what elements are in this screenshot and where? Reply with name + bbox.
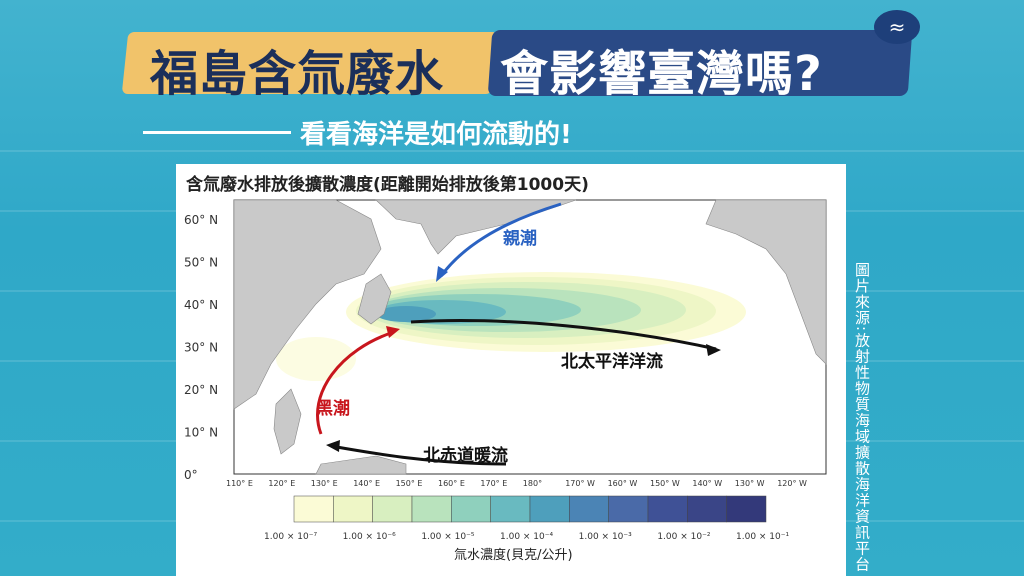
chart-title: 含氚廢水排放後擴散濃度(距離開始排放後第1000天) (186, 175, 589, 195)
colorbar-segment (451, 495, 491, 523)
lat-tick-label: 0° (184, 468, 198, 482)
arrow-heads (326, 266, 721, 452)
colorbar-segment (608, 495, 649, 523)
colorbar-tick-label: 1.00 × 10⁻² (657, 532, 711, 542)
wave-logo-icon: ≈ (874, 10, 920, 44)
lon-tick-label: 110° E (226, 479, 253, 488)
colorbar-tick-label: 1.00 × 10⁻¹ (736, 532, 790, 542)
lon-tick-label: 180° (523, 479, 542, 488)
colorbar-tick-label: 1.00 × 10⁻⁴ (500, 532, 554, 542)
page-subtitle: 看看海洋是如何流動的! (300, 120, 572, 150)
north-pacific-label: 北太平洋洋流 (561, 351, 663, 372)
colorbar-tick-label: 1.00 × 10⁻³ (579, 532, 633, 542)
landmass (233, 199, 827, 475)
lon-tick-label: 140° E (353, 479, 380, 488)
colorbar-segment (411, 495, 452, 523)
lon-tick-label: 150° E (396, 479, 423, 488)
lon-tick-label: 140° W (692, 479, 722, 488)
lon-tick-label: 170° E (480, 479, 507, 488)
page-title-rest: 會影響臺灣嗎? (500, 46, 823, 102)
colorbar-segment (569, 495, 609, 523)
lat-tick-label: 30° N (184, 341, 218, 355)
lat-tick-label: 20° N (184, 383, 218, 397)
north-equatorial-label: 北赤道暖流 (423, 445, 508, 466)
lon-tick-label: 130° W (735, 479, 765, 488)
colorbar-tick-label: 1.00 × 10⁻⁶ (343, 532, 397, 542)
image-source-credit: 圖片來源:放射性物質海域擴散海洋資訊平台 (853, 262, 871, 573)
colorbar-segment (293, 495, 334, 523)
colorbar-tick-label: 1.00 × 10⁻⁷ (264, 532, 318, 542)
oyashio-label: 親潮 (503, 228, 537, 249)
colorbar-segment (687, 495, 727, 523)
lat-tick-label: 50° N (184, 256, 218, 270)
kuroshio-arrow (316, 330, 395, 435)
lat-tick-label: 40° N (184, 298, 218, 312)
colorbar-segment (490, 495, 531, 523)
lon-tick-label: 160° W (608, 479, 638, 488)
tritium-plume (276, 272, 746, 381)
lat-tick-label: 10° N (184, 426, 218, 440)
lon-tick-label: 120° E (268, 479, 295, 488)
oyashio-arrow (439, 202, 562, 277)
colorbar-tick-label: 1.00 × 10⁻⁵ (421, 532, 475, 542)
colorbar-segment (529, 495, 570, 523)
dispersion-map: 親潮 黑潮 北太平洋洋流 北赤道暖流 60° N 50° N 40° N 30° N 2… (184, 199, 827, 563)
colorbar-label: 氚水濃度(貝克/公升) (454, 547, 573, 563)
colorbar-segment (726, 495, 767, 523)
north-pacific-arrow (410, 319, 717, 351)
north-equatorial-arrow (330, 444, 507, 466)
lon-tick-label: 130° E (311, 479, 338, 488)
lon-tick-label: 120° W (777, 479, 807, 488)
lon-tick-label: 170° W (565, 479, 595, 488)
lon-tick-label: 160° E (438, 479, 465, 488)
colorbar-segment (647, 495, 688, 523)
colorbar-segment (333, 495, 373, 523)
lat-tick-label: 60° N (184, 213, 218, 227)
lon-tick-label: 150° W (650, 479, 680, 488)
subtitle-line (143, 131, 291, 134)
page-title-highlight: 福島含氚廢水 (150, 46, 445, 102)
colorbar-segment (372, 495, 413, 523)
kuroshio-label: 黑潮 (316, 398, 350, 419)
